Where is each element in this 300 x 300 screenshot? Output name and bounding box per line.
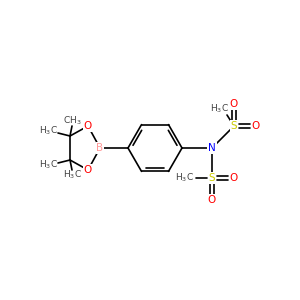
Text: H$_3$C: H$_3$C: [38, 159, 58, 171]
Text: B: B: [96, 143, 103, 153]
Text: H$_3$C: H$_3$C: [175, 172, 194, 184]
Text: N: N: [208, 143, 216, 153]
Text: CH$_3$: CH$_3$: [63, 115, 81, 127]
Text: H$_3$C: H$_3$C: [209, 103, 229, 115]
Text: O: O: [84, 121, 92, 131]
Text: S: S: [231, 121, 237, 131]
Text: H$_3$C: H$_3$C: [62, 169, 82, 181]
Text: O: O: [84, 165, 92, 175]
Text: H$_3$C: H$_3$C: [38, 125, 58, 137]
Text: O: O: [208, 195, 216, 205]
Text: S: S: [209, 173, 215, 183]
Text: O: O: [230, 173, 238, 183]
Text: O: O: [252, 121, 260, 131]
Text: O: O: [230, 99, 238, 109]
